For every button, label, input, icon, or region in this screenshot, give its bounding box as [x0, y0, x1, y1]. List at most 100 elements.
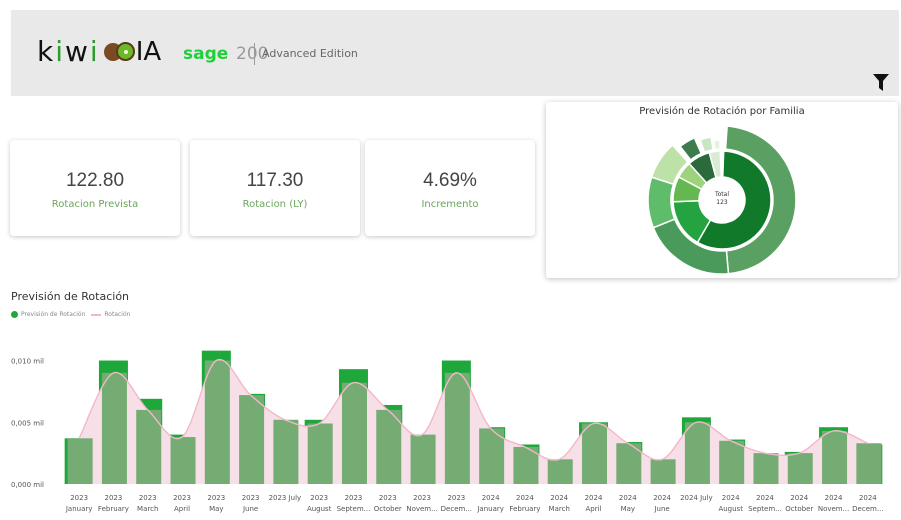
y-tick-label: 0,005 mil	[11, 419, 44, 427]
rotation-bar[interactable]	[273, 419, 299, 484]
y-tick-label: 0,010 mil	[11, 358, 44, 366]
donut-center-value: 123	[716, 199, 728, 206]
x-tick-label: 2023	[173, 494, 191, 502]
kpi-value: 122.80	[65, 170, 125, 191]
legend-entry-forecast[interactable]: Previsión de Rotación	[21, 311, 86, 318]
logo-letter: w	[65, 35, 90, 68]
rotation-bar[interactable]	[376, 409, 402, 484]
rotation-bar[interactable]	[136, 409, 162, 484]
x-tick-label: Novem...	[406, 505, 437, 513]
rotation-area	[79, 359, 868, 484]
rotation-bar[interactable]	[650, 459, 676, 484]
legend-entry-rotation[interactable]: Rotación	[104, 311, 131, 318]
rotation-bar[interactable]	[170, 437, 196, 484]
x-tick-label: Septem...	[748, 505, 782, 513]
rotation-forecast-chart-card[interactable]: Previsión de Rotación Previsión de Rotac…	[5, 286, 897, 518]
x-tick-label: August	[718, 505, 743, 513]
x-tick-label: 2023	[105, 494, 123, 502]
donut-chart-card[interactable]: Previsión de Rotación por Familia Total …	[546, 102, 898, 278]
x-tick-label: 2024	[756, 494, 774, 502]
kpi-label: Incremento	[421, 199, 479, 210]
kpi-card-rotacion-ly[interactable]: 117.30 Rotacion (LY)	[190, 140, 360, 236]
x-tick-label: 2023	[447, 494, 465, 502]
donut-inner-segment[interactable]	[708, 150, 722, 179]
rotation-bar[interactable]	[582, 423, 608, 484]
rotation-bar[interactable]	[513, 446, 539, 484]
x-tick-label: 2023	[310, 494, 328, 502]
x-tick-label: 2024	[482, 494, 500, 502]
donut-outer-segment[interactable]	[724, 125, 797, 275]
rotation-bar[interactable]	[239, 395, 265, 484]
rotation-line[interactable]	[78, 358, 869, 461]
rotation-bar[interactable]	[479, 428, 505, 484]
bar-chart[interactable]: 0,000 mil 0,005 mil 0,010 mil 2023 January 20…	[5, 286, 897, 518]
x-tick-label: April	[586, 505, 602, 513]
x-tick-label: June	[653, 505, 669, 513]
donut-outer-segment[interactable]	[712, 139, 721, 151]
logo-letter: i	[55, 35, 65, 68]
x-tick-label: March	[549, 505, 570, 513]
rotation-bar[interactable]	[101, 372, 127, 484]
x-tick-label: June	[242, 505, 258, 513]
donut-inner-segment[interactable]	[696, 150, 772, 250]
kpi-card-incremento[interactable]: 4.69% Incremento	[365, 140, 535, 236]
rotation-bar[interactable]	[307, 423, 333, 484]
kpi-label: Rotacion (LY)	[242, 199, 308, 210]
x-tick-label: April	[174, 505, 190, 513]
donut-outer-segment[interactable]	[647, 176, 676, 229]
x-tick-label: February	[509, 505, 540, 513]
legend-swatch	[91, 313, 102, 316]
x-tick-label: 2024	[550, 494, 568, 502]
x-tick-label: 2023	[242, 494, 260, 502]
x-tick-label: May	[621, 505, 635, 513]
x-tick-label: 2023	[413, 494, 431, 502]
rotation-bar[interactable]	[204, 360, 230, 484]
y-tick-label: 0,000 mil	[11, 481, 44, 489]
logo-ia-text: IA	[135, 37, 162, 67]
sage-version: 200	[236, 44, 269, 64]
donut-outer-segment[interactable]	[699, 136, 715, 154]
x-tick-label: January	[65, 505, 93, 513]
filter-icon[interactable]	[873, 74, 889, 92]
rotation-bar[interactable]	[684, 422, 710, 484]
x-tick-label: October	[374, 505, 402, 513]
rotation-bar[interactable]	[787, 453, 813, 484]
x-tick-label: May	[209, 505, 223, 513]
rotation-bar[interactable]	[341, 382, 367, 484]
logo-letter: i	[89, 35, 100, 68]
x-tick-label: 2024	[516, 494, 534, 502]
rotation-bar[interactable]	[753, 453, 779, 484]
rotation-bar[interactable]	[719, 440, 745, 484]
sunburst-chart[interactable]: Total 123	[546, 102, 898, 278]
x-tick-label: Decem...	[441, 505, 472, 513]
donut-outer-segment[interactable]	[679, 136, 703, 161]
edition-label: Advanced Edition	[262, 47, 358, 60]
x-tick-label: 2023	[379, 494, 397, 502]
chart-title: Previsión de Rotación	[11, 290, 130, 303]
legend-swatch	[11, 311, 18, 318]
rotation-bar[interactable]	[547, 459, 573, 484]
rotation-bar[interactable]	[856, 443, 882, 484]
x-tick-label: October	[785, 505, 813, 513]
x-tick-label: 2024	[790, 494, 808, 502]
rotation-bar[interactable]	[67, 438, 93, 484]
x-tick-label: 2023	[139, 494, 157, 502]
rotation-bar[interactable]	[410, 434, 436, 484]
x-tick-label: Septem...	[337, 505, 371, 513]
x-tick-label: August	[307, 505, 332, 513]
kpi-card-rotacion-prevista[interactable]: 122.80 Rotacion Prevista	[10, 140, 180, 236]
donut-center-label: Total	[714, 191, 729, 198]
rotation-bar[interactable]	[822, 430, 848, 484]
x-tick-label: 2023	[207, 494, 225, 502]
x-tick-label: Novem...	[818, 505, 849, 513]
x-tick-label: January	[476, 505, 504, 513]
kpi-value: 117.30	[246, 170, 304, 191]
x-tick-label: March	[137, 505, 158, 513]
donut-outer-segment[interactable]	[650, 143, 689, 186]
x-tick-label: 2023	[70, 494, 88, 502]
logo-letter: k	[37, 35, 56, 68]
x-tick-label: 2024	[619, 494, 637, 502]
x-tick-label: 2024 July	[680, 494, 713, 502]
rotation-bar[interactable]	[444, 372, 470, 484]
